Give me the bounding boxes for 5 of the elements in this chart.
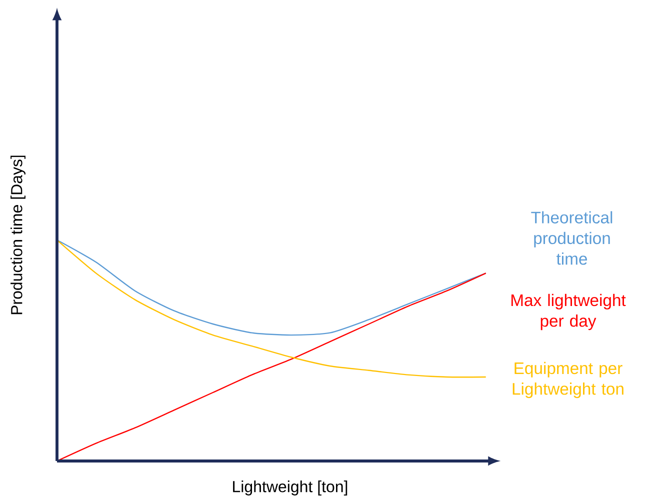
text: Theoretical production time	[531, 211, 612, 265]
series-label: Equipment per Lightweight ton	[512, 362, 624, 398]
x-axis-title: Lightweight [ton]	[233, 480, 348, 496]
series-label: Max lightweight per day	[511, 294, 626, 330]
y-axis-title: Production time [Days]	[10, 156, 26, 314]
